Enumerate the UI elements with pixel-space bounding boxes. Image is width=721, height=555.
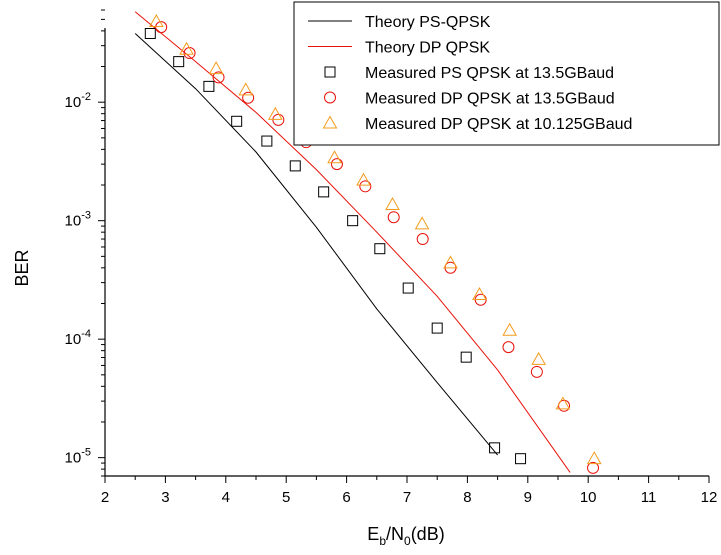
axes: 2 3 4 5 6 7 8 9 10 11 12 10-5 10-4 10-3 10-2	[65, 9, 718, 506]
data-point	[261, 135, 273, 147]
y-tick-label: 10-5	[65, 447, 91, 467]
legend-item-1: Theory DP QPSK	[308, 40, 490, 57]
series-line	[134, 33, 498, 456]
data-point	[587, 461, 600, 474]
y-axis-title: BER	[12, 249, 32, 286]
x-tick-label: 11	[641, 489, 657, 506]
legend-marker-swatch	[322, 115, 338, 129]
data-point	[203, 80, 215, 92]
x-tick-label: 9	[524, 489, 532, 506]
data-point	[586, 451, 602, 465]
x-tick-label: 6	[342, 489, 350, 506]
data-point	[267, 106, 283, 120]
data-point	[402, 282, 414, 294]
data-point	[515, 453, 527, 465]
data-point	[231, 115, 243, 127]
x-tick-label: 8	[463, 489, 471, 506]
series-2	[144, 28, 527, 465]
data-point	[489, 442, 501, 454]
x-tick-label: 2	[101, 489, 109, 506]
x-tick-label: 12	[701, 489, 718, 506]
x-axis-title-main: E	[367, 524, 379, 544]
legend-item-3: Measured DP QPSK at 13.5GBaud	[324, 91, 615, 108]
data-point	[374, 243, 386, 255]
x-axis-title-mid: /N	[386, 524, 404, 544]
data-point	[173, 56, 185, 68]
x-tick-label: 7	[403, 489, 411, 506]
y-tick-label: 10-2	[65, 91, 91, 111]
data-point	[318, 186, 330, 198]
series-0	[134, 33, 498, 456]
legend-item-4: Measured DP QPSK at 10.125GBaud	[322, 115, 632, 133]
legend-item-0: Theory PS-QPSK	[308, 14, 491, 31]
y-tick-label: 10-3	[65, 210, 91, 230]
legend-label: Measured DP QPSK at 13.5GBaud	[365, 91, 615, 108]
legend-label: Measured PS QPSK at 13.5GBaud	[365, 65, 614, 82]
data-point	[472, 287, 487, 301]
data-point	[179, 41, 194, 55]
plot-area	[134, 11, 602, 474]
x-tick-label: 3	[161, 489, 169, 506]
legend-item-2: Measured PS QPSK at 13.5GBaud	[324, 65, 614, 82]
data-point	[242, 91, 255, 104]
data-point	[327, 150, 342, 164]
data-point	[289, 160, 301, 172]
data-point	[443, 255, 458, 269]
data-point	[531, 351, 547, 365]
data-point	[212, 71, 225, 84]
legend: Theory PS-QPSK Theory DP QPSK Measured PS …	[293, 1, 720, 146]
data-point	[155, 21, 168, 34]
x-tick-label: 4	[222, 489, 230, 506]
data-point	[359, 180, 372, 193]
data-point	[347, 215, 359, 227]
legend-label: Theory PS-QPSK	[365, 14, 491, 31]
legend-label: Measured DP QPSK at 10.125GBaud	[365, 116, 632, 133]
data-point	[385, 196, 400, 210]
x-axis-title: Eb/N0(dB)	[367, 524, 444, 548]
series-line	[134, 11, 571, 473]
data-point	[144, 28, 156, 40]
data-point	[502, 341, 515, 354]
x-tick-label: 5	[282, 489, 290, 506]
data-point	[530, 365, 543, 378]
legend-box	[293, 1, 720, 146]
data-point	[330, 158, 343, 171]
x-tick-label: 10	[580, 489, 597, 506]
data-point	[356, 172, 371, 186]
y-tick-label: 10-4	[65, 328, 91, 348]
data-point	[460, 351, 472, 363]
data-point	[208, 61, 224, 75]
data-point	[148, 13, 164, 27]
legend-label: Theory DP QPSK	[365, 40, 490, 57]
x-axis-title-sub2: 0	[404, 534, 411, 548]
series-1	[134, 11, 571, 473]
x-axis-title-tail: (dB)	[411, 524, 445, 544]
legend-marker-swatch	[324, 91, 336, 104]
data-point	[502, 322, 518, 336]
data-point	[555, 396, 571, 410]
data-point	[431, 322, 443, 334]
data-point	[416, 233, 429, 246]
data-point	[414, 216, 430, 230]
data-point	[238, 82, 254, 96]
legend-marker-swatch	[324, 66, 336, 78]
x-axis-title-sub1: b	[379, 534, 386, 548]
data-point	[387, 211, 400, 224]
